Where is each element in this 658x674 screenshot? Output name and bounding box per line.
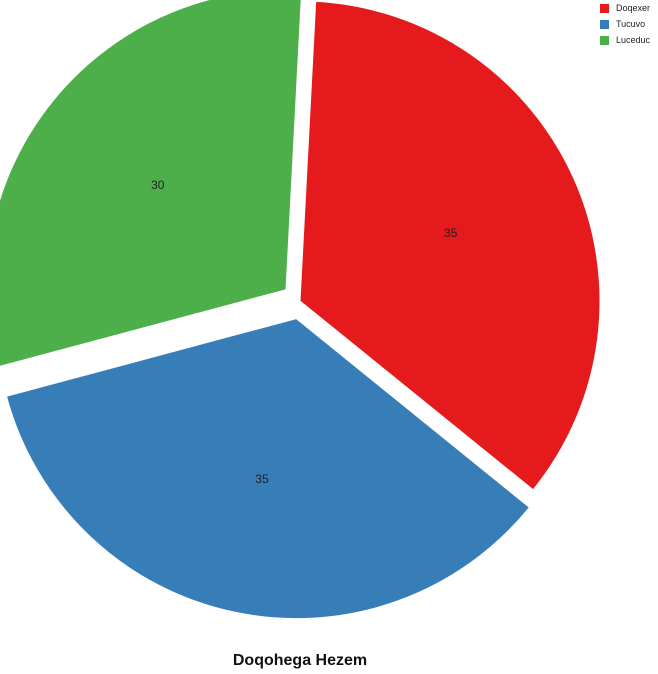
legend-label: Luceduc <box>616 35 651 45</box>
legend-swatch <box>600 3 609 13</box>
pie-slice-doqexer <box>299 0 601 491</box>
legend: Doqexer Tucuvo Luceduc <box>600 0 650 48</box>
slice-value-label: 35 <box>444 226 458 240</box>
slice-value-label: 30 <box>151 178 165 192</box>
slice-value-label: 35 <box>255 472 269 486</box>
legend-label: Tucuvo <box>616 19 646 29</box>
legend-swatch <box>600 19 609 29</box>
pie-slice-tucuvo <box>5 318 531 620</box>
legend-swatch <box>600 35 609 45</box>
legend-item-tucuvo: Tucuvo <box>600 16 650 32</box>
legend-item-doqexer: Doqexer <box>600 0 650 16</box>
legend-item-luceduc: Luceduc <box>600 32 650 48</box>
pie-slice-luceduc <box>0 0 302 367</box>
legend-label: Doqexer <box>616 3 651 13</box>
chart-title: Doqohega Hezem <box>232 652 368 669</box>
